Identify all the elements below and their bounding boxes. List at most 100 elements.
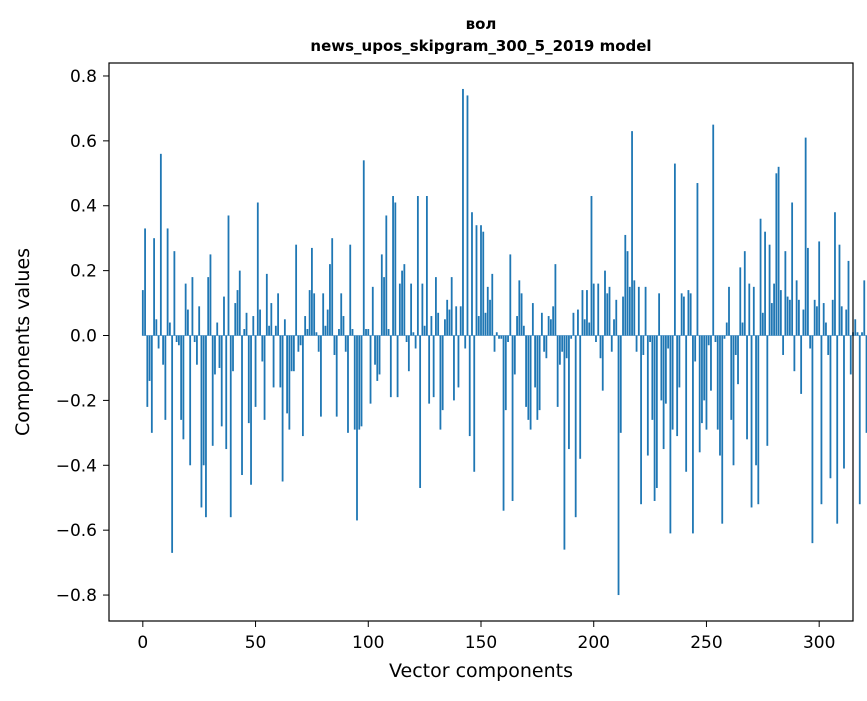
bar-59 (274, 325, 277, 336)
bar-208 (610, 335, 613, 352)
bar-19 (184, 283, 187, 336)
bar-271 (752, 286, 755, 336)
bar-28 (205, 335, 207, 518)
bar-127 (428, 335, 431, 404)
bar-67 (292, 335, 295, 372)
bar-159 (500, 335, 503, 339)
bar-238 (678, 335, 681, 388)
bar-133 (441, 335, 444, 411)
bar-77 (315, 332, 318, 336)
bar-34 (218, 335, 221, 368)
bar-189 (568, 335, 570, 450)
bar-101 (369, 335, 372, 404)
bar-182 (552, 306, 555, 336)
bar-312 (845, 309, 848, 336)
bar-9 (162, 335, 165, 365)
bar-264 (737, 335, 739, 385)
bar-84 (331, 238, 334, 336)
bar-162 (507, 335, 509, 342)
bar-116 (403, 264, 406, 336)
bar-304 (827, 335, 830, 355)
bar-10 (164, 335, 167, 420)
bar-292 (800, 335, 803, 394)
bar-115 (401, 270, 403, 336)
bar-257 (721, 335, 724, 524)
bar-248 (701, 335, 703, 424)
bar-41 (234, 303, 237, 336)
bar-161 (504, 335, 507, 411)
bar-191 (572, 312, 575, 336)
bar-12 (168, 322, 171, 336)
bar-7 (157, 335, 160, 349)
bar-111 (392, 196, 394, 336)
bar-311 (843, 335, 845, 469)
bar-60 (277, 293, 279, 336)
bar-181 (549, 319, 552, 336)
bar-262 (732, 335, 735, 466)
y-tick-label: 0.0 (70, 327, 97, 347)
bar-134 (444, 319, 446, 336)
bar-125 (423, 325, 426, 336)
bar-263 (734, 335, 737, 355)
bar-234 (669, 335, 672, 534)
x-axis-ticks: 0 50 100 150 200 250 300 (137, 621, 835, 653)
bar-47 (247, 335, 250, 424)
bar-187 (563, 335, 566, 550)
bar-122 (416, 196, 419, 336)
bar-228 (655, 335, 658, 488)
bar-91 (347, 335, 349, 433)
bar-174 (534, 335, 537, 388)
y-axis-label: Components values (12, 248, 34, 436)
bar-38 (227, 215, 230, 336)
bar-117 (405, 335, 408, 342)
bar-14 (173, 251, 176, 336)
bar-11 (166, 228, 169, 336)
bar-148 (475, 225, 478, 336)
bar-139 (455, 306, 458, 336)
bar-16 (177, 335, 180, 346)
bar-51 (256, 202, 259, 336)
bar-283 (779, 290, 782, 336)
bar-69 (297, 335, 300, 352)
bar-70 (299, 335, 302, 346)
bar-219 (635, 335, 638, 352)
bar-179 (545, 335, 548, 359)
x-tick-label: 0 (137, 633, 148, 653)
x-tick-label: 300 (803, 633, 835, 653)
bar-48 (250, 335, 252, 485)
bar-212 (619, 335, 622, 433)
bar-236 (673, 163, 676, 336)
bar-18 (182, 335, 185, 440)
bar-247 (698, 335, 701, 453)
bar-119 (410, 283, 413, 336)
bar-46 (245, 312, 248, 336)
bar-260 (728, 286, 730, 336)
bar-50 (254, 335, 257, 407)
bar-75 (311, 247, 313, 336)
bar-79 (320, 335, 322, 417)
bar-93 (351, 329, 354, 336)
bar-218 (633, 280, 636, 336)
bar-20 (187, 309, 189, 336)
bar-63 (283, 319, 286, 336)
bar-107 (383, 277, 385, 336)
bar-252 (710, 335, 712, 391)
bar-85 (333, 335, 336, 355)
bar-15 (175, 335, 178, 342)
bar-295 (807, 247, 809, 336)
bar-258 (723, 335, 726, 339)
bar-87 (338, 329, 340, 336)
bar-299 (816, 306, 818, 336)
bar-54 (263, 335, 266, 420)
bar-185 (559, 335, 561, 365)
bar-203 (599, 335, 602, 359)
bar-149 (477, 316, 480, 336)
bar-135 (446, 299, 449, 336)
bar-192 (574, 335, 577, 518)
bar-131 (437, 312, 440, 336)
bar-286 (786, 296, 789, 336)
bar-195 (581, 290, 584, 336)
bar-287 (788, 299, 791, 336)
